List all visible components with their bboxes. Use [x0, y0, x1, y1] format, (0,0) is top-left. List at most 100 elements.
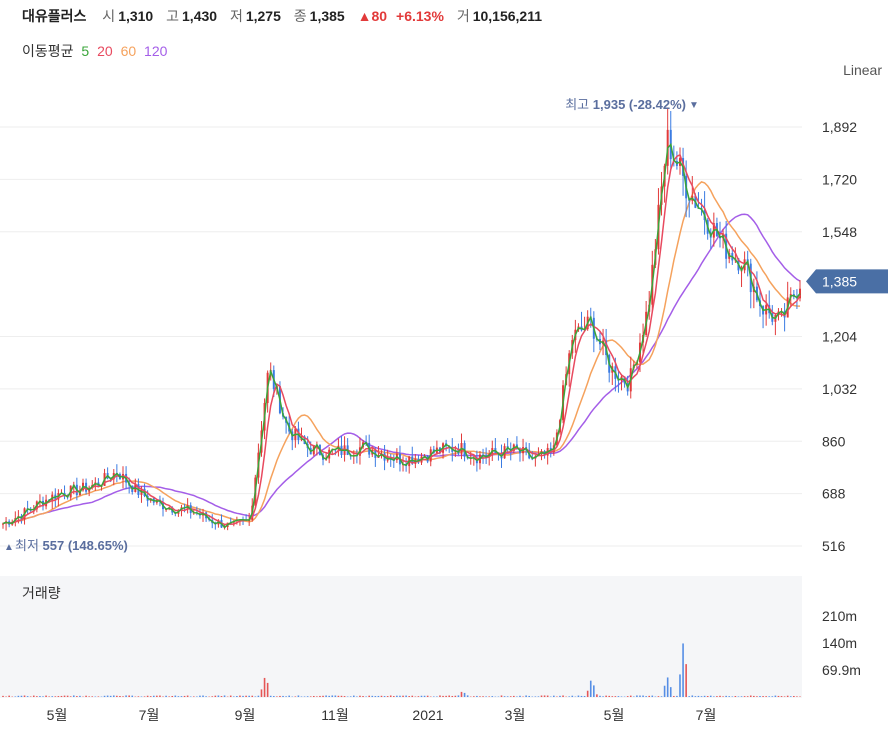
volume-bar	[300, 696, 303, 697]
volume-bar	[165, 695, 167, 697]
ma-5[interactable]: 5	[81, 43, 90, 59]
ma-legend: 이동평균 5 20 60 120	[22, 41, 171, 61]
volume-bar	[251, 695, 254, 697]
volume-bar	[69, 696, 72, 697]
volume-bar	[657, 696, 660, 697]
volume-bar	[377, 695, 380, 697]
volume-bar	[608, 695, 611, 697]
volume-bar	[463, 692, 466, 697]
volume-bar	[639, 695, 641, 697]
volume-bar	[42, 696, 44, 697]
volume-bar	[448, 695, 450, 697]
volume-bar	[682, 643, 684, 697]
volume-bar	[266, 682, 269, 697]
volume-bar	[716, 696, 718, 697]
volume-bar	[202, 695, 204, 697]
volume-bar	[737, 696, 740, 697]
volume-bar	[393, 696, 395, 697]
volume-bar	[417, 696, 420, 697]
volume-bar	[519, 695, 521, 697]
volume-bar	[276, 696, 278, 697]
volume-tick-label: 69.9m	[822, 662, 861, 678]
volume-bar	[396, 695, 398, 697]
low-annotation-marker: ▲	[4, 542, 14, 553]
volume-bar	[343, 696, 346, 697]
ma-60[interactable]: 60	[120, 43, 137, 59]
y-tick-label: 1,548	[822, 224, 857, 240]
x-tick-label: 2021	[412, 707, 443, 723]
volume-bar	[546, 695, 549, 697]
volume-bar	[236, 696, 238, 697]
volume-bar	[248, 695, 250, 697]
volume-bar	[294, 696, 297, 697]
volume-bar	[783, 696, 786, 697]
volume-bar	[217, 695, 220, 697]
low-label: 저	[229, 8, 243, 24]
volume-bar	[602, 696, 604, 697]
ma-20[interactable]: 20	[97, 43, 113, 59]
volume-bar	[476, 695, 478, 697]
volume-bar	[479, 696, 481, 697]
volume-bar	[411, 695, 414, 697]
x-tick-label: 3월	[505, 707, 526, 723]
scale-toggle[interactable]: Linear	[843, 62, 882, 78]
volume-bar	[426, 695, 429, 697]
volume-bar	[171, 695, 174, 697]
volume-bar	[645, 696, 647, 697]
volume-bar	[306, 696, 309, 697]
ma-5-line	[2, 142, 801, 529]
x-tick-label: 5월	[604, 707, 625, 723]
volume-bar	[14, 696, 17, 697]
volume-bar	[405, 695, 407, 697]
volume-bar	[725, 695, 727, 697]
volume-label: 거래량	[22, 585, 61, 601]
volume-bar	[460, 691, 463, 697]
x-tick-label: 7월	[696, 707, 717, 723]
volume-bar	[177, 696, 180, 697]
volume-bar	[583, 696, 586, 697]
volume-bar	[749, 695, 752, 697]
ma-120[interactable]: 120	[144, 43, 168, 59]
quote-header: 대유플러스 시 1,310 고 1,430 저 1,275 종 1,385 ▲80 +6.…	[22, 6, 551, 26]
close-label: 종	[293, 8, 307, 24]
volume-bar	[340, 695, 343, 697]
volume-bar	[269, 695, 272, 697]
y-tick-label: 1,720	[822, 171, 857, 187]
volume-bar	[789, 696, 792, 697]
current-price-tag	[806, 269, 888, 294]
volume-bar	[122, 696, 124, 697]
volume-bar	[559, 695, 561, 697]
volume-bar	[746, 696, 749, 697]
volume-bar	[23, 695, 26, 697]
volume-bar	[242, 695, 244, 697]
volume-bar	[112, 695, 115, 697]
annotations: 최고 1,935 (-28.42%) ▼ ▲ 최저 557 (148.65%)	[4, 97, 699, 553]
close-value: 1,385	[309, 8, 345, 24]
volume-bar	[76, 696, 78, 697]
volume-bar	[694, 696, 697, 697]
volume-bar	[279, 695, 281, 697]
volume-bar	[663, 685, 666, 697]
volume-bar	[703, 695, 706, 697]
volume-bar	[423, 695, 426, 697]
volume-bar	[660, 696, 663, 697]
volume-bar	[32, 695, 35, 697]
volume-bar	[777, 695, 780, 697]
volume-bar	[337, 695, 340, 697]
volume-bar	[168, 696, 170, 697]
volume-bar	[26, 696, 29, 697]
volume-bar	[152, 695, 155, 697]
volume-bar	[303, 696, 306, 697]
volume-bar	[389, 695, 392, 697]
volume-bar	[743, 696, 746, 697]
volume-bar	[753, 695, 755, 697]
volume-bar	[63, 695, 66, 697]
volume-bar	[451, 695, 454, 697]
volume-bar	[128, 695, 130, 697]
x-tick-label: 7월	[139, 707, 160, 723]
volume-bar	[109, 695, 112, 697]
volume-bar	[328, 695, 330, 697]
volume-bar	[85, 695, 87, 697]
